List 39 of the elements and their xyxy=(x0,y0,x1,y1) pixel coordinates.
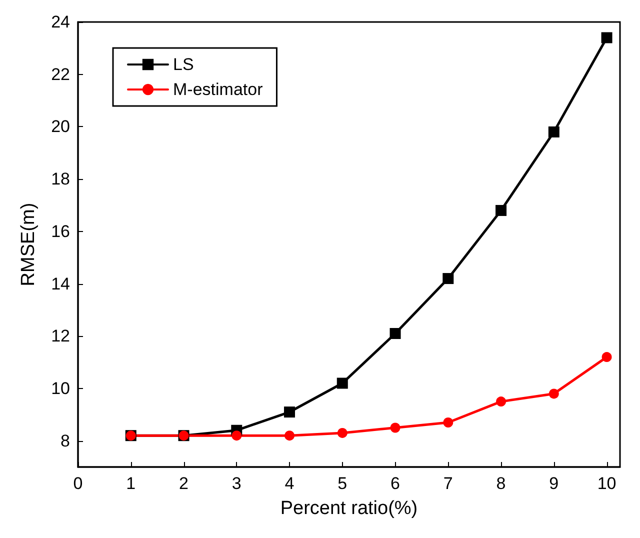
point xyxy=(548,126,560,138)
point xyxy=(496,396,506,407)
point xyxy=(390,422,400,433)
y-axis-title: RMSE(m) xyxy=(18,202,39,286)
y-tick-label: 22 xyxy=(51,64,70,84)
x-axis-title: Percent ratio(%) xyxy=(280,498,418,519)
y-tick-label: 20 xyxy=(51,117,70,136)
x-tick-label: 6 xyxy=(390,474,400,493)
legend-label: M-estimator xyxy=(173,80,264,99)
point xyxy=(443,418,454,428)
point xyxy=(284,406,296,418)
point xyxy=(602,352,612,362)
x-tick-label: 10 xyxy=(597,474,616,493)
x-tick-label: 0 xyxy=(73,474,83,493)
point xyxy=(496,204,507,216)
y-tick-label: 10 xyxy=(51,378,70,398)
y-tick-label: 18 xyxy=(51,170,70,189)
point xyxy=(336,378,348,389)
x-tick-label: 2 xyxy=(179,474,188,493)
point xyxy=(548,388,559,399)
y-tick-label: 12 xyxy=(51,326,70,346)
x-tick-label: 3 xyxy=(232,474,242,493)
point xyxy=(337,428,348,438)
point xyxy=(232,430,242,441)
x-tick-label: 4 xyxy=(284,474,294,493)
x-tick-label: 8 xyxy=(496,474,506,493)
x-tick-label: 1 xyxy=(126,474,136,493)
point xyxy=(601,32,612,44)
x-tick-label: 5 xyxy=(338,474,348,493)
y-tick-label: 16 xyxy=(51,222,70,241)
y-tick-label: 8 xyxy=(60,431,70,450)
point xyxy=(390,328,401,339)
y-tick-label: 14 xyxy=(51,274,70,294)
x-tick-label: 9 xyxy=(549,474,559,493)
point xyxy=(442,273,454,284)
legend-label: LS xyxy=(173,55,194,74)
y-tick-label: 24 xyxy=(51,12,70,32)
point xyxy=(284,430,295,441)
x-tick-label: 7 xyxy=(443,474,453,493)
